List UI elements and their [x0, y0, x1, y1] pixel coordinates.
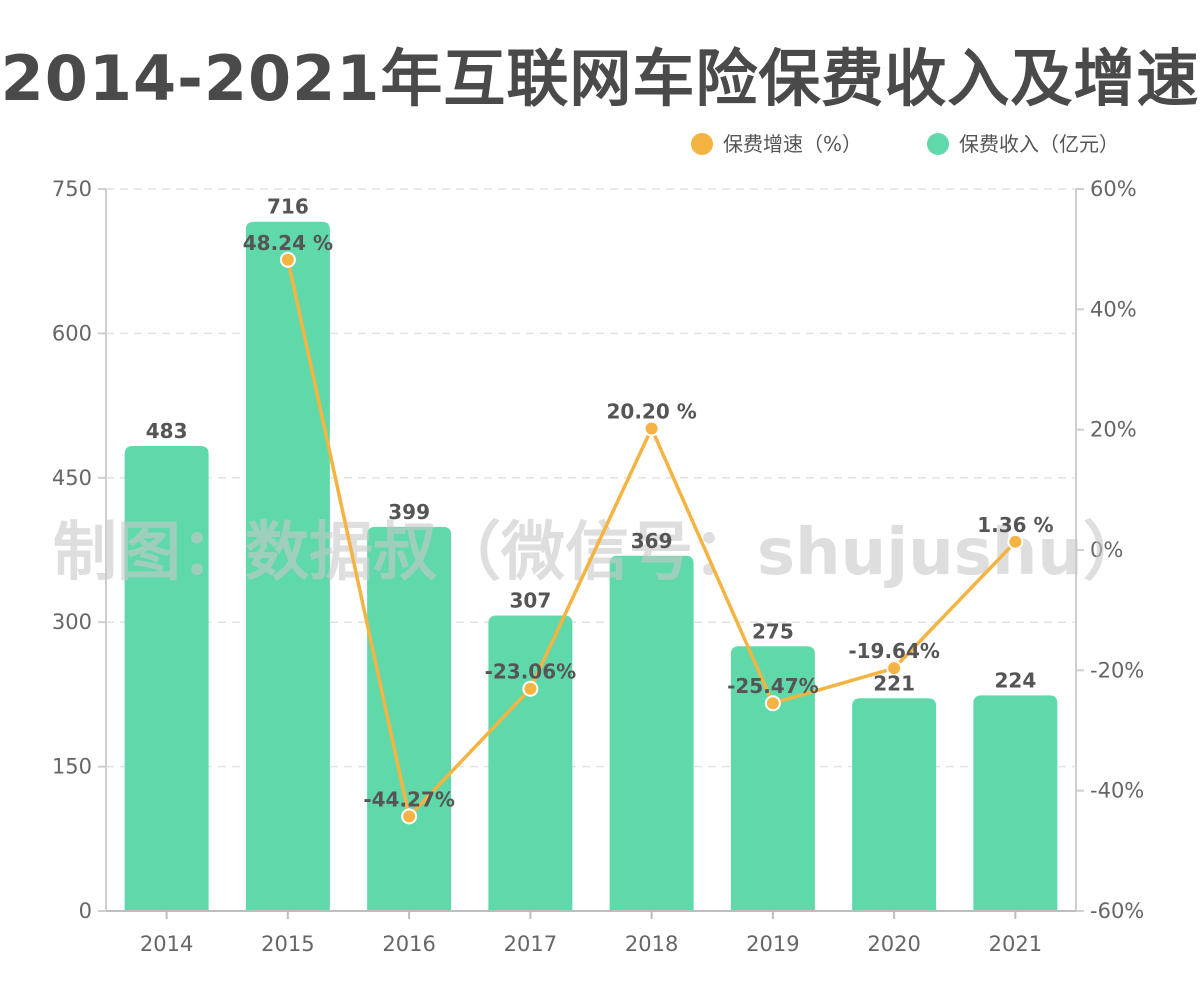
bar-value-label: 399	[388, 500, 430, 524]
watermark-text: 制图：数据叔（微信号：shujushu）	[53, 516, 1147, 590]
x-tick-label: 2018	[625, 932, 678, 956]
x-tick-label: 2014	[140, 932, 193, 956]
bar-2017	[488, 615, 573, 911]
bar-2015	[245, 221, 330, 912]
bar-value-label: 224	[995, 668, 1037, 692]
growth-point-2015	[279, 251, 296, 268]
bar-2014	[124, 446, 209, 911]
growth-value-label: 20.20 %	[606, 399, 696, 423]
bar-2021	[973, 695, 1058, 911]
left-tick-label: 450	[52, 466, 92, 490]
left-tick-label: 750	[52, 177, 92, 201]
growth-value-label: -25.47%	[727, 674, 819, 698]
right-tick-label: -20%	[1090, 658, 1144, 682]
growth-value-label: 48.24 %	[243, 231, 333, 255]
bar-value-label: 483	[146, 419, 188, 443]
x-tick-label: 2020	[867, 932, 920, 956]
growth-point-2019	[764, 695, 781, 712]
growth-point-2020	[886, 660, 903, 677]
legend-income-label: 保费收入（亿元）	[959, 132, 1119, 156]
bar-value-label: 275	[752, 619, 794, 643]
right-tick-label: 20%	[1090, 418, 1137, 442]
legend: 保费增速（%） 保费收入（亿元）	[691, 132, 1119, 156]
right-tick-label: -40%	[1090, 779, 1144, 803]
left-tick-label: 600	[52, 321, 92, 345]
bar-2020	[852, 698, 937, 911]
bar-value-label: 369	[631, 529, 673, 553]
bar-2016	[367, 526, 452, 911]
x-tick-label: 2019	[746, 932, 799, 956]
axis-layer: 0 150 300 450 600 750 -60% -40% -20% 0% 20% 40% 60% 2…	[52, 177, 1144, 956]
watermark-layer: 制图：数据叔（微信号：shujushu）	[53, 516, 1147, 590]
growth-value-label: -44.27%	[363, 787, 455, 811]
left-tick-label: 0	[79, 899, 92, 923]
line-layer	[279, 251, 1024, 825]
label-layer: 483 716 399 307 369 275 221 224 48.24 % -44.27% -2…	[146, 195, 1054, 812]
growth-value-label: 1.36 %	[977, 513, 1053, 537]
growth-value-label: -23.06%	[485, 660, 577, 684]
x-tick-label: 2021	[989, 932, 1042, 956]
growth-point-2018	[643, 420, 660, 437]
bar-value-label: 221	[873, 671, 915, 695]
left-tick-label: 150	[52, 755, 92, 779]
bar-value-label: 716	[267, 195, 309, 219]
growth-value-label: -19.64%	[848, 639, 940, 663]
x-tick-label: 2015	[261, 932, 314, 956]
legend-income-marker	[927, 133, 949, 155]
bar-2019	[730, 646, 815, 911]
left-tick-label: 300	[52, 610, 92, 634]
growth-point-2021	[1007, 533, 1024, 550]
right-tick-label: -60%	[1090, 899, 1144, 923]
bar-value-label: 307	[510, 588, 552, 612]
legend-growth-marker	[691, 133, 713, 155]
x-tick-label: 2017	[504, 932, 557, 956]
bar-layer	[124, 221, 1058, 912]
right-tick-label: 0%	[1090, 538, 1123, 562]
chart-title: 2014-2021年互联网车险保费收入及增速	[0, 42, 1200, 115]
right-tick-label: 40%	[1090, 297, 1137, 321]
bar-2018	[609, 555, 694, 911]
right-tick-label: 60%	[1090, 177, 1137, 201]
legend-growth-label: 保费增速（%）	[723, 132, 862, 156]
x-tick-label: 2016	[382, 932, 435, 956]
growth-point-2016	[401, 808, 418, 825]
growth-point-2017	[522, 680, 539, 697]
